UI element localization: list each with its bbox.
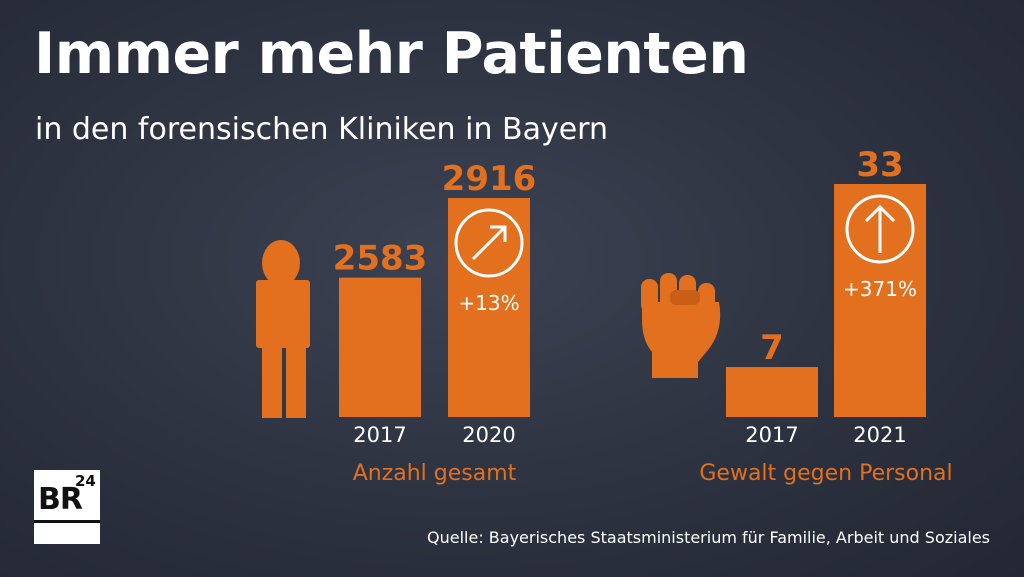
fist-icon: [641, 273, 721, 378]
bar-2020: [448, 198, 530, 417]
br24-logo: BR 24: [34, 470, 100, 544]
arrow-circle-icon: [845, 194, 915, 264]
value-label-2020: 2916: [442, 159, 537, 199]
x-tick-label-2021: 2021: [853, 423, 906, 447]
chart-subtitle: in den forensischen Kliniken in Bayern: [35, 112, 608, 147]
x-tick-label-2020: 2020: [462, 423, 515, 447]
change-label: +13%: [458, 291, 519, 315]
x-tick-label-2017: 2017: [353, 423, 406, 447]
arrow-circle-icon: [454, 208, 524, 278]
source-note: Quelle: Bayerisches Staatsministerium fü…: [427, 528, 990, 547]
group-label: Gewalt gegen Personal: [699, 461, 952, 486]
change-label: +371%: [843, 277, 917, 301]
bar-2017: [339, 277, 421, 417]
x-tick-label-2017: 2017: [745, 423, 798, 447]
value-label-2021: 33: [856, 145, 903, 185]
bar-group-2: 7 2017 33 2021 +371% Gewalt gegen Personal: [699, 145, 952, 486]
bar-group-1: 2583 2017 2916 2020 +13% Anzahl gesamt: [333, 159, 537, 486]
group-label: Anzahl gesamt: [353, 461, 517, 486]
logo-number: 24: [75, 472, 96, 490]
logo-rule: [34, 520, 100, 523]
chart-title: Immer mehr Patienten: [34, 21, 749, 87]
logo-text: BR: [38, 482, 83, 517]
value-label-2017: 2583: [333, 239, 428, 279]
value-label-2017: 7: [760, 328, 784, 368]
person-icon: [256, 240, 310, 418]
bar-2017: [726, 367, 818, 417]
